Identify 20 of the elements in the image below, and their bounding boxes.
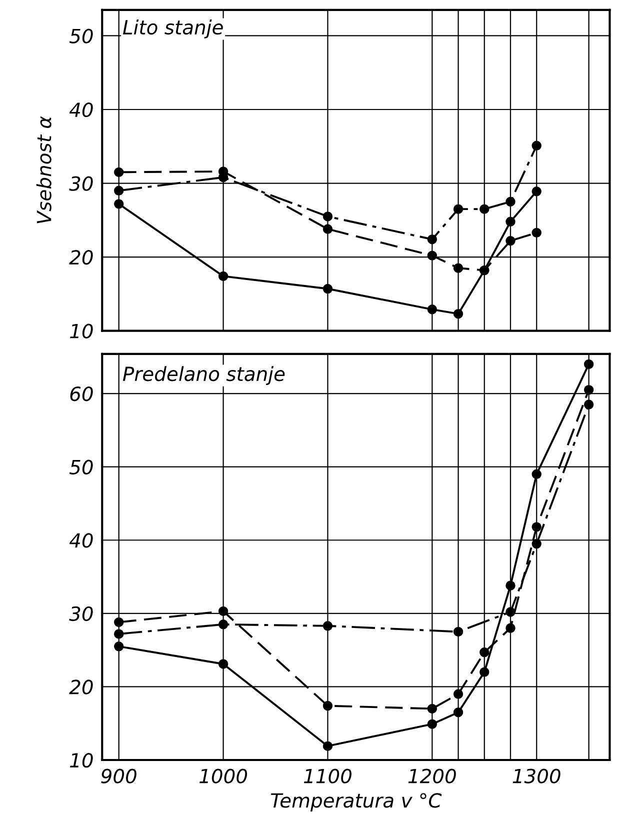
y-tick-label: 30	[69, 176, 93, 191]
y-tick-label: 40	[69, 102, 93, 118]
x-tick-label: 900	[101, 768, 136, 784]
y-tick-label: 20	[69, 680, 93, 694]
y-tick-label: 50	[69, 460, 93, 474]
x-axis-title: Temperatura v °C	[270, 793, 442, 812]
y-tick-label: 10	[70, 752, 93, 768]
annotation: Predelano stanje	[122, 366, 285, 385]
y-tick-label: 50	[69, 28, 93, 44]
x-tick-label: 1000	[199, 768, 248, 784]
annotation: Lito stanje	[122, 20, 223, 38]
y-axis-title: Vsebnost α	[36, 116, 52, 224]
x-tick-label: 1100	[304, 768, 352, 784]
y-tick-label: 10	[70, 324, 93, 338]
y-tick-label: 40	[69, 533, 93, 548]
y-tick-label: 30	[69, 606, 93, 622]
x-tick-label: 1200	[408, 768, 456, 784]
x-tick-label: 1300	[512, 768, 560, 784]
y-tick-label: 60	[70, 386, 93, 402]
y-tick-label: 20	[69, 250, 93, 265]
